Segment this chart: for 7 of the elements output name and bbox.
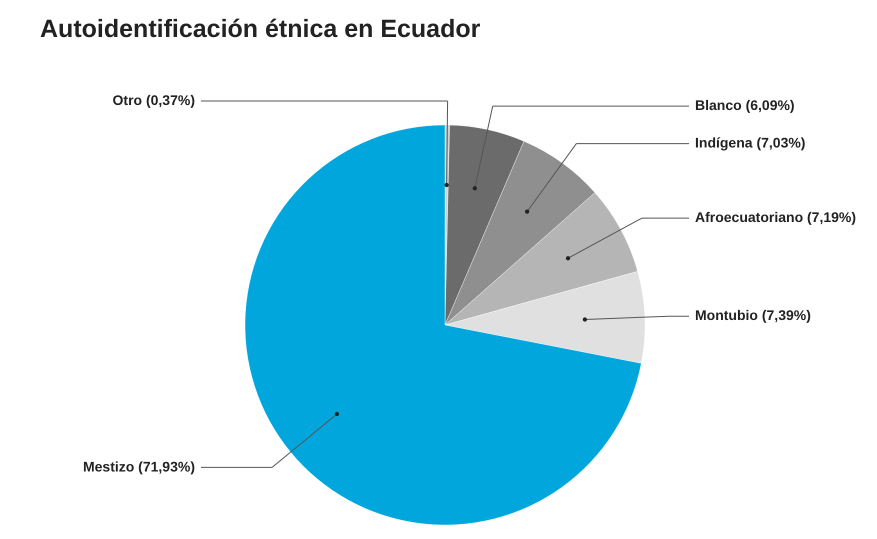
slice-label: Afroecuatoriano (7,19%) [695, 209, 856, 226]
chart-title: Autoidentificación étnica en Ecuador [40, 15, 481, 43]
slice-label: Mestizo (71,93%) [82, 458, 195, 474]
slice-label: Indígena (7,03%) [695, 134, 806, 151]
slice-label: Otro (0,37%) [112, 92, 195, 108]
slice-label: Blanco (6,09%) [695, 97, 795, 114]
slice-label: Montubio (7,39%) [695, 307, 811, 324]
